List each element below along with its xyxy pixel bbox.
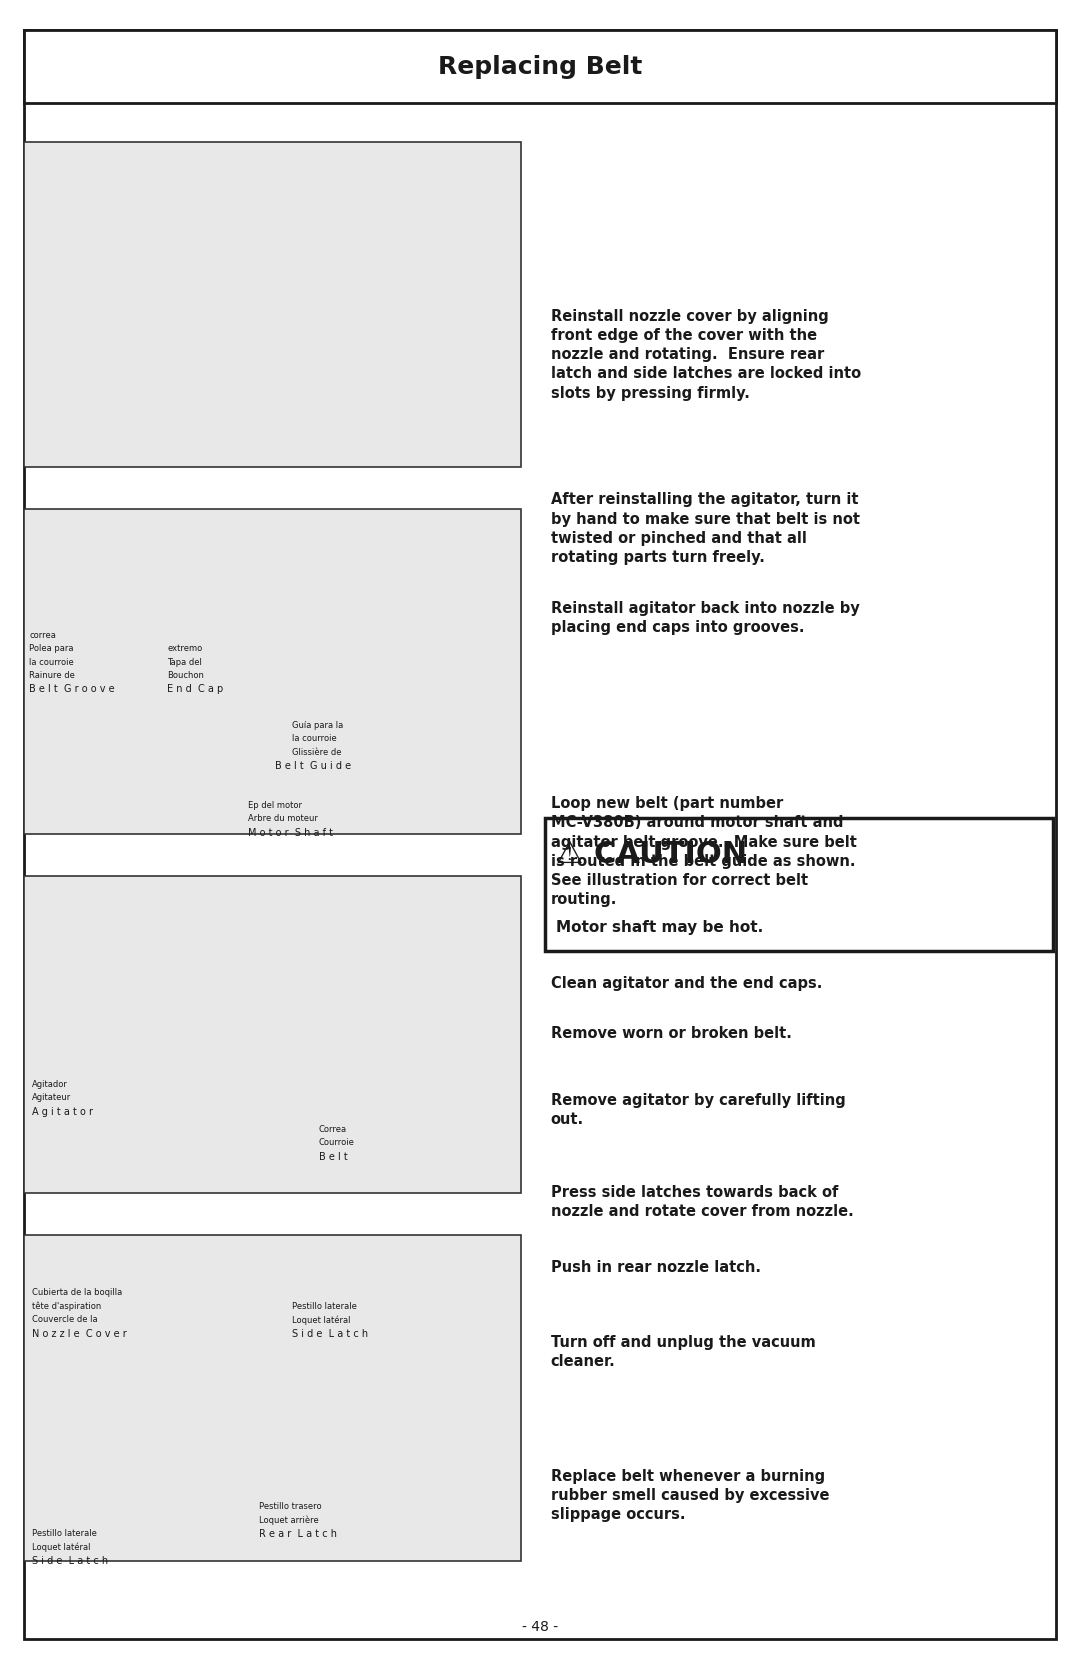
Text: Reinstall nozzle cover by aligning
front edge of the cover with the
nozzle and r: Reinstall nozzle cover by aligning front…	[551, 309, 861, 401]
Text: Pestillo laterale: Pestillo laterale	[32, 1529, 97, 1537]
Text: Agitateur: Agitateur	[32, 1093, 71, 1102]
Text: Bouchon: Bouchon	[167, 671, 204, 679]
Text: Cubierta de la boqilla: Cubierta de la boqilla	[32, 1288, 123, 1297]
Text: Polea para: Polea para	[29, 644, 73, 653]
Text: Reinstall agitator back into nozzle by
placing end caps into grooves.: Reinstall agitator back into nozzle by p…	[551, 601, 860, 634]
Text: Couvercle de la: Couvercle de la	[32, 1315, 98, 1324]
Text: Arbre du moteur: Arbre du moteur	[248, 814, 319, 823]
Text: Turn off and unplug the vacuum
cleaner.: Turn off and unplug the vacuum cleaner.	[551, 1335, 815, 1369]
Text: Ep del motor: Ep del motor	[248, 801, 302, 809]
Text: Glissière de: Glissière de	[292, 748, 341, 756]
Text: Pestillo laterale: Pestillo laterale	[292, 1302, 356, 1310]
Text: Press side latches towards back of
nozzle and rotate cover from nozzle.: Press side latches towards back of nozzl…	[551, 1185, 853, 1218]
Text: la courroie: la courroie	[292, 734, 336, 743]
Text: Remove worn or broken belt.: Remove worn or broken belt.	[551, 1026, 792, 1041]
Bar	[24, 876, 521, 1193]
Text: Clean agitator and the end caps.: Clean agitator and the end caps.	[551, 976, 822, 991]
Text: Tapa del: Tapa del	[167, 658, 202, 666]
Text: A g i t a t o r: A g i t a t o r	[32, 1107, 93, 1117]
Text: ⚠ CAUTION: ⚠ CAUTION	[556, 840, 747, 868]
Text: Loop new belt (part number
MC-V380B) around motor shaft and
agitator belt groove: Loop new belt (part number MC-V380B) aro…	[551, 796, 856, 908]
Text: tête d'aspiration: tête d'aspiration	[32, 1302, 102, 1312]
Text: M o t o r  S h a f t: M o t o r S h a f t	[248, 828, 334, 838]
Text: Guía para la: Guía para la	[292, 721, 342, 729]
Text: Loquet latéral: Loquet latéral	[292, 1315, 350, 1325]
Text: Replace belt whenever a burning
rubber smell caused by excessive
slippage occurs: Replace belt whenever a burning rubber s…	[551, 1469, 829, 1522]
Text: B e l t: B e l t	[319, 1152, 348, 1162]
Text: extremo: extremo	[167, 644, 203, 653]
Text: Pestillo trasero: Pestillo trasero	[259, 1502, 322, 1510]
Bar	[24, 30, 1056, 103]
Text: Replacing Belt: Replacing Belt	[437, 55, 643, 78]
Text: N o z z l e  C o v e r: N o z z l e C o v e r	[32, 1329, 127, 1339]
Text: S i d e  L a t c h: S i d e L a t c h	[32, 1556, 108, 1566]
Text: Courroie: Courroie	[319, 1138, 354, 1147]
Bar	[24, 142, 521, 467]
Text: Rainure de: Rainure de	[29, 671, 75, 679]
Text: After reinstalling the agitator, turn it
by hand to make sure that belt is not
t: After reinstalling the agitator, turn it…	[551, 492, 860, 564]
Text: Push in rear nozzle latch.: Push in rear nozzle latch.	[551, 1260, 760, 1275]
Bar	[545, 818, 1053, 951]
Text: Motor shaft may be hot.: Motor shaft may be hot.	[556, 920, 764, 935]
Text: correa: correa	[29, 631, 56, 639]
Text: Loquet arrière: Loquet arrière	[259, 1515, 319, 1525]
Bar	[24, 1235, 521, 1561]
Text: la courroie: la courroie	[29, 658, 73, 666]
Text: B e l t  G u i d e: B e l t G u i d e	[275, 761, 351, 771]
Text: Agitador: Agitador	[32, 1080, 68, 1088]
Text: Remove agitator by carefully lifting
out.: Remove agitator by carefully lifting out…	[551, 1093, 846, 1127]
Text: E n d  C a p: E n d C a p	[167, 684, 224, 694]
Bar	[24, 509, 521, 834]
Text: Correa: Correa	[319, 1125, 347, 1133]
Text: Loquet latéral: Loquet latéral	[32, 1542, 91, 1552]
Text: R e a r  L a t c h: R e a r L a t c h	[259, 1529, 337, 1539]
Text: B e l t  G r o o v e: B e l t G r o o v e	[29, 684, 114, 694]
Text: S i d e  L a t c h: S i d e L a t c h	[292, 1329, 367, 1339]
Text: - 48 -: - 48 -	[522, 1621, 558, 1634]
